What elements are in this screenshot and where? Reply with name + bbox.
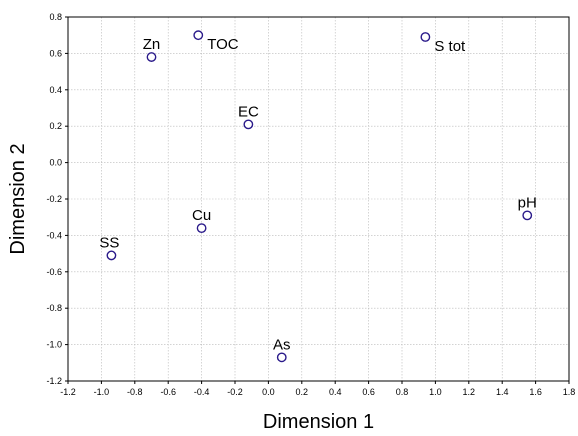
data-point	[420, 32, 431, 42]
data-point	[276, 352, 287, 363]
y-tick-label: 0.2	[49, 121, 62, 131]
y-tick-label: -0.2	[46, 194, 62, 204]
x-tick-label: -1.2	[60, 387, 76, 397]
x-tick-label: 1.8	[563, 387, 576, 397]
x-tick-label: -0.4	[194, 387, 210, 397]
y-axis-ticks: -1.2 -1.0 -0.8 -0.6 -0.4 -0.2 0.0 0.2 0.4 0.6 0.8	[46, 12, 68, 386]
data-point	[243, 119, 254, 130]
y-tick-label: 0.4	[49, 85, 62, 95]
point-label: SS	[99, 234, 119, 251]
data-point	[196, 223, 207, 234]
point-label: S tot	[434, 38, 466, 55]
x-tick-label: -0.2	[227, 387, 243, 397]
x-tick-label: 1.2	[463, 387, 476, 397]
data-point	[522, 210, 533, 221]
y-tick-label: -0.6	[46, 267, 62, 277]
x-tick-label: 1.0	[429, 387, 442, 397]
data-points: Zn TOC S tot EC pH Cu SS As	[99, 30, 537, 363]
y-tick-label: -0.4	[46, 230, 62, 240]
x-tick-label: 0.8	[396, 387, 409, 397]
x-tick-label: -0.6	[160, 387, 176, 397]
y-tick-label: -0.8	[46, 303, 62, 313]
y-tick-label: -1.2	[46, 376, 62, 386]
y-tick-label: 0.6	[49, 48, 62, 58]
y-tick-label: 0.0	[49, 158, 62, 168]
y-axis-title: Dimension 2	[7, 143, 29, 254]
x-tick-label: 0.4	[329, 387, 342, 397]
point-label: pH	[518, 194, 537, 211]
point-label: As	[273, 336, 291, 353]
x-tick-label: 1.6	[529, 387, 542, 397]
x-tick-label: 0.0	[262, 387, 275, 397]
y-tick-label: 0.8	[49, 12, 62, 22]
grid	[68, 17, 569, 381]
y-tick-label: -1.0	[46, 340, 62, 350]
data-point	[146, 52, 157, 62]
x-tick-label: 1.4	[496, 387, 509, 397]
data-point	[193, 30, 204, 41]
x-tick-label: 0.6	[362, 387, 375, 397]
x-axis-title: Dimension 1	[263, 411, 374, 433]
x-axis-ticks: -1.2 -1.0 -0.8 -0.6 -0.4 -0.2 0.0 0.2 0.4 0.6 0.8 1…	[60, 381, 575, 397]
data-point	[106, 250, 117, 261]
x-tick-label: 0.2	[296, 387, 309, 397]
point-label: Zn	[143, 36, 161, 53]
x-tick-label: -0.8	[127, 387, 143, 397]
point-label: TOC	[207, 36, 239, 53]
x-tick-label: -1.0	[94, 387, 110, 397]
point-label: EC	[238, 103, 259, 120]
point-label: Cu	[192, 207, 211, 224]
